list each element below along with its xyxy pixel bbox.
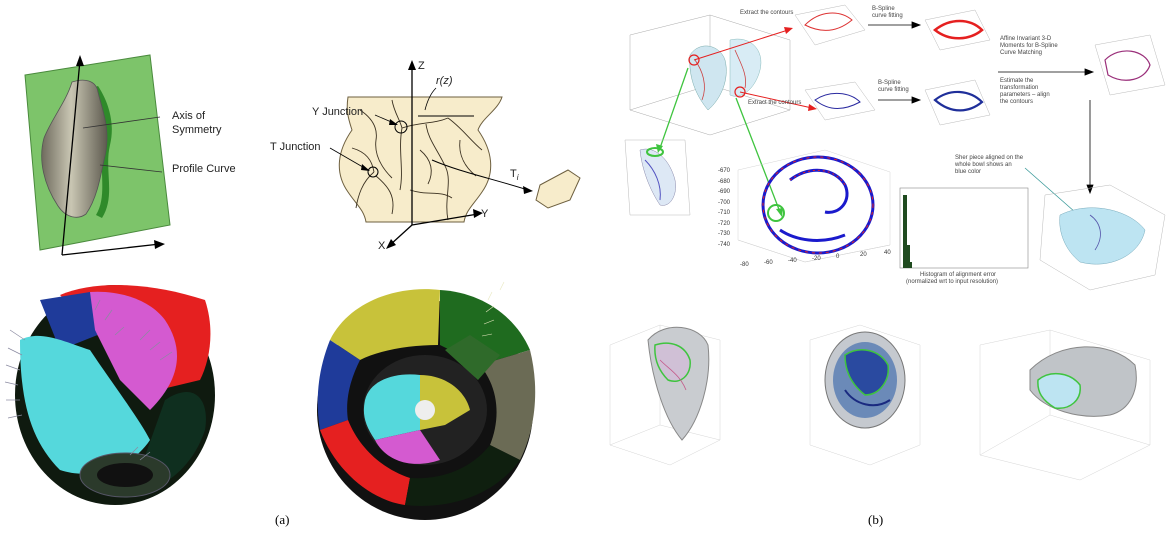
bowl-plot-3 (979, 329, 1151, 481)
scatter-x-tick: 0 (836, 254, 840, 260)
axis-x-line (389, 224, 413, 246)
histogram-label-2: (normalized wrt to input resolution) (906, 279, 999, 285)
contour-box-red-2 (924, 9, 991, 51)
estimate-label-3: parameters – align (1000, 92, 1050, 98)
scatter-y-tick: -690 (718, 189, 731, 195)
ti-subscript: i (516, 173, 519, 183)
axis-y-line (411, 213, 479, 226)
scatter-x-tick: 40 (884, 250, 891, 256)
extract-contours-top-label: Extract the contours (740, 10, 794, 16)
vase-shape (41, 79, 108, 218)
contour-box-red-1 (794, 4, 866, 46)
estimate-label-2: transformation (1000, 85, 1039, 91)
pot-illustration (329, 60, 581, 249)
estimate-label-1: Estimate the (1000, 78, 1034, 84)
affine-label-3: Curve Matching (1000, 50, 1043, 56)
affine-label-1: Affine Invariant 3-D (1000, 36, 1052, 42)
scatter-y-tick: -730 (718, 231, 731, 237)
plane-bottom-axis (61, 243, 161, 256)
pot-shape (338, 96, 503, 223)
scatter-y-tick: -740 (718, 241, 731, 248)
histogram-label-1: Histogram of alignment error (920, 272, 997, 278)
contour-box-blue-1 (804, 81, 876, 121)
axis-y-label: Y (481, 208, 489, 220)
reassembled-bowl-left (4, 284, 215, 505)
affine-label-2: Moments for B-Spline (1000, 43, 1058, 49)
axis-z-label: Z (418, 60, 425, 72)
scatter-y-tick: -720 (718, 220, 731, 227)
aligned-bowl-3d (1039, 184, 1166, 291)
bspline-top-label-1: B-Spline (872, 6, 895, 12)
profile-curve-shape (92, 86, 112, 218)
scatter-x-tick: -80 (740, 262, 749, 268)
panel-b-graphics (609, 4, 1166, 481)
estimate-label-4: the contours (1000, 99, 1034, 105)
scatter-y-tick: -710 (718, 210, 731, 216)
t-junction-label: T Junction (270, 141, 321, 153)
scatter-x-tick: -60 (764, 260, 773, 266)
bspline-mid-label-2: curve fitting (878, 87, 909, 93)
bowl-plot-1 (609, 324, 721, 466)
axis-of-symmetry-label-2: Symmetry (172, 124, 222, 136)
panel-a-graphics (4, 54, 581, 520)
symmetry-plane-illustration (24, 54, 171, 256)
axis-x-label: X (378, 240, 386, 252)
contour-scatter-plot (737, 149, 891, 263)
caption-b: (b) (868, 512, 884, 527)
sherd-note-3: blue color (955, 169, 982, 175)
bspline-mid-label-1: B-Spline (878, 80, 901, 86)
symmetry-axis (61, 59, 81, 256)
scatter-y-tick: -680 (718, 178, 731, 185)
alignment-error-histogram (899, 187, 1029, 269)
ti-label: Ti (510, 168, 519, 182)
axis-of-symmetry-label-1: Axis of (172, 110, 206, 122)
sherd-thumbnail (624, 139, 691, 216)
sherd-note-2: whole bowl shows an (955, 162, 1012, 168)
caption-a: (a) (275, 512, 290, 527)
profile-curve-label: Profile Curve (172, 163, 236, 175)
contour-box-blue-2 (924, 79, 991, 126)
panel-a: Axis of Symmetry Profile Curve Y Junctio… (4, 54, 581, 527)
ti-letter: T (510, 168, 517, 180)
sherd-note-1: Sher piece aligned on the (955, 155, 1024, 161)
fragment-shape (535, 169, 581, 209)
bowl-plot-2 (809, 324, 921, 466)
y-junction-label: Y Junction (312, 106, 364, 118)
input-3d-plot (629, 14, 791, 136)
contour-box-magenta (1094, 34, 1166, 96)
extract-contours-mid-label: Extract the contours (748, 100, 802, 106)
scatter-x-tick: 20 (860, 252, 867, 258)
rz-label: r(z) (436, 75, 453, 87)
bspline-top-label-2: curve fitting (872, 13, 903, 19)
scatter-x-tick: -20 (812, 256, 821, 262)
scatter-y-tick: -700 (718, 199, 731, 206)
scatter-y-tick: -670 (718, 168, 731, 174)
scatter-x-tick: -40 (788, 258, 797, 264)
reassembled-bowl-right (317, 281, 536, 520)
panel-b: Extract the contours B-Spline curve fitt… (590, 0, 1169, 538)
